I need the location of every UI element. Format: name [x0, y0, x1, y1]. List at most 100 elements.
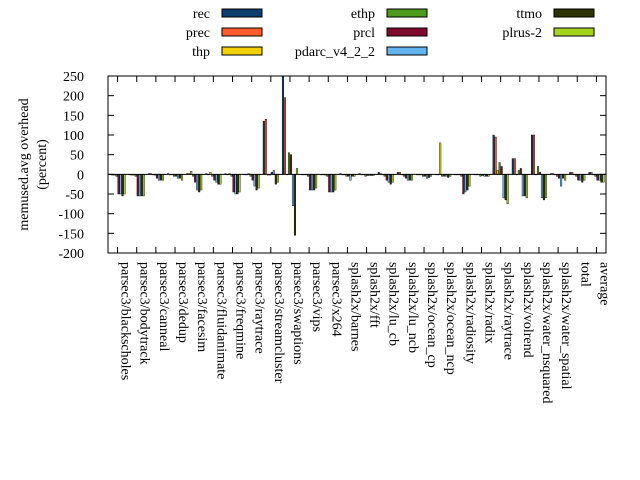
bar-pdarc_v4_2_2: [234, 174, 237, 195]
bar-ttmo: [293, 174, 296, 236]
bar-pdarc_v4_2_2: [502, 174, 505, 199]
bar-pdarc_v4_2_2: [291, 174, 294, 207]
bar-pdarc_v4_2_2: [272, 170, 275, 175]
y-tick-label: 200: [63, 90, 84, 105]
bar-rec: [281, 75, 284, 175]
plot-frame: [107, 75, 607, 254]
x-tick-label: parsec3/raytrace: [252, 262, 267, 354]
bar-plrus-2: [315, 174, 318, 189]
bar-pdarc_v4_2_2: [406, 174, 409, 181]
y-tick-label: 0: [77, 168, 84, 183]
legend-swatch-ttmo: [553, 8, 595, 18]
bar-pdarc_v4_2_2: [540, 174, 543, 199]
legend-label: prcl: [353, 26, 375, 41]
legend-swatch-prec: [221, 27, 263, 37]
bar-prcl: [519, 168, 522, 175]
bar-plrus-2: [468, 174, 471, 187]
bar-ethp: [498, 162, 501, 175]
bar-plrus-2: [391, 174, 394, 183]
bar-ttmo: [159, 174, 162, 181]
bar-plrus-2: [238, 174, 241, 193]
y-tick-label: 150: [63, 109, 84, 124]
bar-rec: [262, 121, 265, 175]
bar-ttmo: [523, 174, 526, 197]
y-tick-label: -200: [58, 247, 84, 262]
bar-plrus-2: [295, 168, 298, 175]
y-tick-label: 250: [63, 70, 84, 85]
bar-prcl: [462, 174, 465, 195]
x-tick-label: splash2x/lu_ncb: [405, 262, 420, 353]
bar-pdarc_v4_2_2: [349, 174, 352, 181]
bar-prcl: [117, 174, 120, 195]
bar-plrus-2: [506, 174, 509, 205]
bars: [109, 75, 605, 236]
bar-ttmo: [389, 174, 392, 185]
bar-ttmo: [121, 174, 124, 197]
y-axis-ticks: -200 -150 -100 -50 0 50 100 150 200 250: [58, 70, 606, 262]
y-tick-label: -150: [58, 227, 84, 242]
bar-rec: [511, 158, 514, 175]
bar-ttmo: [217, 174, 220, 185]
bar-ethp: [287, 152, 290, 175]
legend-swatch-plrus-2: [553, 27, 595, 37]
bar-pdarc_v4_2_2: [157, 174, 160, 181]
x-tick-label: parsec3/vips: [309, 262, 324, 332]
bar-prcl: [500, 166, 503, 175]
bar-prcl: [328, 174, 331, 193]
bar-plrus-2: [161, 174, 164, 181]
legend-swatch-thp: [221, 46, 263, 56]
x-tick-label: splash2x/water_spatial: [558, 262, 573, 390]
bar-ttmo: [600, 174, 603, 183]
bar-plrus-2: [219, 174, 222, 185]
y-tick-label: 100: [63, 129, 84, 144]
x-tick-label: splash2x/fft: [367, 262, 382, 328]
bar-ttmo: [255, 174, 258, 191]
bar-ttmo: [236, 174, 239, 195]
legend-label: prec: [186, 26, 210, 41]
bar-ttmo: [581, 174, 584, 183]
x-tick-label: parsec3/facesim: [194, 262, 209, 352]
bar-ttmo: [140, 174, 143, 197]
bar-pdarc_v4_2_2: [521, 174, 524, 197]
bar-plrus-2: [181, 174, 184, 181]
bar-ttmo: [408, 174, 411, 181]
bar-pdarc_v4_2_2: [560, 174, 563, 187]
bar-ttmo: [542, 174, 545, 201]
bar-pdarc_v4_2_2: [579, 174, 582, 181]
legend-label: plrus-2: [502, 26, 542, 41]
x-tick-label: splash2x/volrend: [520, 262, 535, 358]
y-tick-label: 50: [70, 149, 84, 164]
bar-pdarc_v4_2_2: [464, 174, 467, 193]
bar-pdarc_v4_2_2: [138, 174, 141, 197]
bar-ttmo: [198, 174, 201, 193]
bar-prcl: [385, 174, 388, 181]
bar-prec: [494, 136, 497, 175]
bar-plrus-2: [564, 174, 567, 181]
x-axis-ticks: parsec3/blackscholes parsec3/bodytrack par…: [117, 76, 611, 404]
bar-prec: [513, 158, 516, 175]
bar-pdarc_v4_2_2: [330, 174, 333, 193]
bar-prcl: [577, 174, 580, 181]
legend-label: rec: [193, 7, 210, 22]
y-axis-label-line: memused.avg overhead: [17, 98, 32, 230]
bar-rec: [530, 134, 533, 175]
legend-swatch-ethp: [386, 8, 428, 18]
bar-prcl: [309, 174, 312, 191]
x-tick-label: splash2x/lu_cb: [386, 262, 401, 346]
bar-plrus-2: [142, 174, 145, 197]
x-tick-label: parsec3/swaptions: [290, 262, 305, 365]
x-tick-label: splash2x/water_nsquared: [539, 262, 554, 404]
legend-swatch-prcl: [386, 27, 428, 37]
bar-rec: [492, 134, 495, 175]
bar-prcl: [136, 174, 139, 197]
bar-prcl: [558, 174, 561, 179]
bar-prcl: [194, 174, 197, 183]
x-tick-label: parsec3/fluidanimate: [213, 262, 228, 379]
bar-ttmo: [274, 174, 277, 185]
bar-plrus-2: [525, 174, 528, 199]
bar-ttmo: [332, 174, 335, 193]
bar-plrus-2: [123, 174, 126, 195]
bar-pdarc_v4_2_2: [196, 174, 199, 191]
bar-ttmo: [504, 174, 507, 201]
